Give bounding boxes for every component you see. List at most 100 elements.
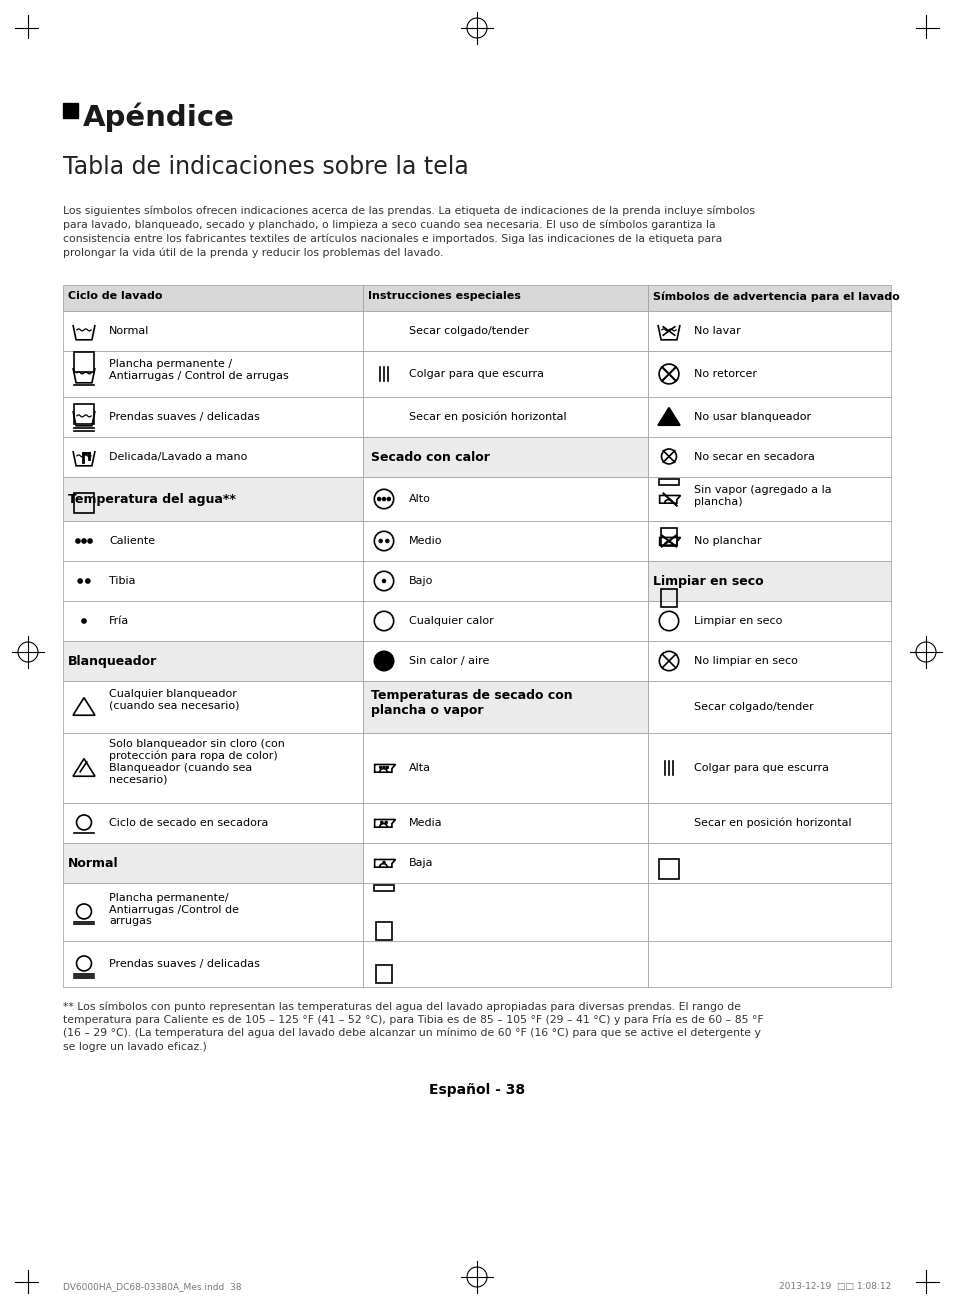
- Text: para lavado, blanqueado, secado y planchado, o limpieza a seco cuando sea necesa: para lavado, blanqueado, secado y planch…: [63, 219, 715, 230]
- Bar: [363, 351, 647, 397]
- Bar: [363, 284, 647, 311]
- Text: Apéndice: Apéndice: [83, 103, 234, 133]
- Text: Secar colgado/tender: Secar colgado/tender: [409, 326, 528, 335]
- Bar: [63, 843, 363, 883]
- Bar: [63, 602, 363, 641]
- Bar: [647, 351, 890, 397]
- Text: Colgar para que escurra: Colgar para que escurra: [409, 369, 543, 378]
- Circle shape: [385, 539, 388, 543]
- Bar: [659, 479, 679, 485]
- Text: Limpiar en seco: Limpiar en seco: [693, 616, 781, 626]
- Text: Instrucciones especiales: Instrucciones especiales: [368, 291, 520, 301]
- Text: ** Los símbolos con punto representan las temperaturas del agua del lavado aprop: ** Los símbolos con punto representan la…: [63, 1001, 740, 1011]
- Circle shape: [382, 766, 385, 769]
- Bar: [63, 397, 363, 437]
- Text: (16 – 29 °C). (La temperatura del agua del lavado debe alcanzar un mínimo de 60 : (16 – 29 °C). (La temperatura del agua d…: [63, 1028, 760, 1039]
- Bar: [363, 397, 647, 437]
- Text: Prendas suaves / delicadas: Prendas suaves / delicadas: [109, 959, 259, 970]
- Circle shape: [82, 539, 86, 543]
- Bar: [63, 803, 363, 843]
- Bar: [363, 478, 647, 521]
- Bar: [63, 311, 363, 351]
- Bar: [363, 803, 647, 843]
- Text: Secar en posición horizontal: Secar en posición horizontal: [693, 818, 851, 829]
- Circle shape: [377, 497, 380, 500]
- Bar: [63, 437, 363, 478]
- Text: Delicada/Lavado a mano: Delicada/Lavado a mano: [109, 452, 247, 462]
- Bar: [63, 733, 363, 803]
- Bar: [363, 561, 647, 602]
- Text: Tibia: Tibia: [109, 576, 135, 586]
- Bar: [660, 529, 677, 545]
- Bar: [647, 803, 890, 843]
- Text: Solo blanqueador sin cloro (con
protección para ropa de color)
Blanqueador (cuan: Solo blanqueador sin cloro (con protecci…: [109, 739, 285, 784]
- Text: Plancha permanente /
Antiarrugas / Control de arrugas: Plancha permanente / Antiarrugas / Contr…: [109, 359, 289, 381]
- Bar: [363, 941, 647, 987]
- Text: Español - 38: Español - 38: [429, 1083, 524, 1098]
- Text: No retorcer: No retorcer: [693, 369, 757, 378]
- Circle shape: [88, 539, 91, 543]
- Circle shape: [379, 766, 381, 769]
- Text: No secar en secadora: No secar en secadora: [693, 452, 814, 462]
- Text: Prendas suaves / delicadas: Prendas suaves / delicadas: [109, 412, 259, 422]
- Circle shape: [76, 539, 80, 543]
- Bar: [647, 561, 890, 602]
- Text: Normal: Normal: [68, 857, 118, 870]
- Bar: [63, 351, 363, 397]
- Text: No planchar: No planchar: [693, 536, 760, 545]
- Bar: [647, 311, 890, 351]
- Bar: [374, 885, 394, 891]
- Bar: [647, 641, 890, 681]
- Circle shape: [387, 497, 390, 500]
- Bar: [647, 941, 890, 987]
- Bar: [63, 478, 363, 521]
- Text: Tabla de indicaciones sobre la tela: Tabla de indicaciones sobre la tela: [63, 155, 468, 179]
- Bar: [63, 103, 78, 117]
- Text: Bajo: Bajo: [409, 576, 433, 586]
- Text: Media: Media: [409, 818, 442, 827]
- Circle shape: [82, 619, 86, 622]
- Text: 2013-12-19  □□ 1:08:12: 2013-12-19 □□ 1:08:12: [778, 1282, 890, 1291]
- Bar: [363, 843, 647, 883]
- Bar: [363, 681, 647, 733]
- Text: consistencia entre los fabricantes textiles de artículos nacionales e importados: consistencia entre los fabricantes texti…: [63, 234, 721, 244]
- Text: Cualquier calor: Cualquier calor: [409, 616, 494, 626]
- Bar: [659, 859, 679, 878]
- Bar: [363, 883, 647, 941]
- Circle shape: [386, 766, 388, 769]
- Text: DV6000HA_DC68-03380A_Mes.indd  38: DV6000HA_DC68-03380A_Mes.indd 38: [63, 1282, 241, 1291]
- Text: No usar blanqueador: No usar blanqueador: [693, 412, 810, 422]
- Bar: [63, 561, 363, 602]
- Bar: [647, 883, 890, 941]
- Bar: [73, 493, 94, 513]
- Circle shape: [382, 579, 385, 582]
- Text: temperatura para Caliente es de 105 – 125 °F (41 – 52 °C), para Tibia es de 85 –: temperatura para Caliente es de 105 – 12…: [63, 1014, 762, 1024]
- Text: Baja: Baja: [409, 857, 433, 868]
- Bar: [375, 966, 392, 983]
- Bar: [363, 311, 647, 351]
- Circle shape: [385, 821, 387, 823]
- Text: Los siguientes símbolos ofrecen indicaciones acerca de las prendas. La etiqueta : Los siguientes símbolos ofrecen indicaci…: [63, 205, 754, 215]
- Text: Temperatura del agua**: Temperatura del agua**: [68, 493, 235, 506]
- Text: Sin calor / aire: Sin calor / aire: [409, 656, 489, 666]
- Bar: [63, 284, 363, 311]
- Text: Temperaturas de secado con
plancha o vapor: Temperaturas de secado con plancha o vap…: [371, 689, 572, 716]
- Text: Blanqueador: Blanqueador: [68, 655, 157, 668]
- Bar: [363, 437, 647, 478]
- Polygon shape: [658, 407, 679, 425]
- Text: Secar colgado/tender: Secar colgado/tender: [693, 702, 813, 713]
- Bar: [363, 733, 647, 803]
- Text: Medio: Medio: [409, 536, 442, 545]
- Circle shape: [374, 651, 394, 671]
- Text: Ciclo de secado en secadora: Ciclo de secado en secadora: [109, 818, 268, 827]
- Bar: [73, 403, 94, 424]
- Text: No lavar: No lavar: [693, 326, 740, 335]
- Text: Fría: Fría: [109, 616, 129, 626]
- Bar: [647, 284, 890, 311]
- Circle shape: [382, 497, 385, 500]
- Bar: [63, 941, 363, 987]
- Circle shape: [382, 861, 385, 864]
- Bar: [73, 351, 94, 372]
- Text: Alta: Alta: [409, 763, 431, 773]
- Text: se logre un lavado eficaz.): se logre un lavado eficaz.): [63, 1041, 207, 1052]
